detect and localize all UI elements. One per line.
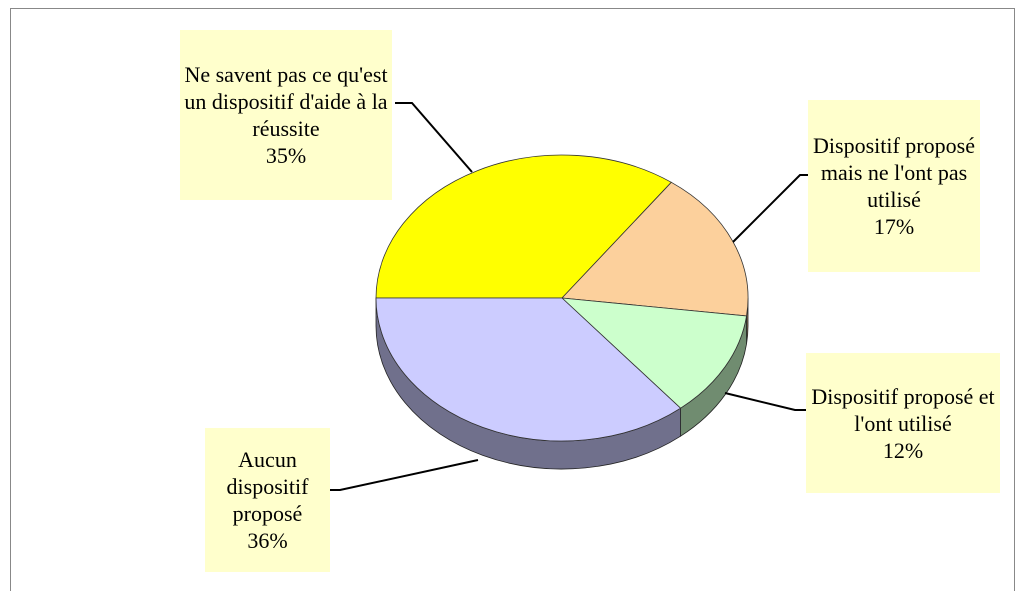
frame: [10, 8, 1015, 591]
leader-line: [330, 459, 479, 491]
pie-slice: [375, 297, 682, 442]
leader-line: [724, 392, 806, 411]
category-label: Ne savent pas ce qu'est un dispositif d'…: [184, 62, 388, 141]
value-label: 12%: [882, 437, 924, 463]
pie-slice: [560, 297, 747, 409]
label-box: Ne savent pas ce qu'est un dispositif d'…: [180, 30, 392, 200]
pie-slice: [375, 154, 672, 299]
category-label: Dispositif proposé mais ne l'ont pas uti…: [813, 133, 975, 212]
value-label: 17%: [873, 214, 915, 239]
category-label: Aucun dispositif proposé: [226, 447, 309, 526]
leader-line: [732, 174, 808, 243]
label-box: Aucun dispositif proposé 36%: [205, 428, 330, 572]
value-label: 36%: [247, 528, 288, 553]
leader-line: [395, 102, 473, 173]
label-box: Dispositif proposé mais ne l'ont pas uti…: [808, 100, 980, 272]
category-label: Dispositif proposé et l'ont utilisé: [811, 383, 995, 436]
label-box: Dispositif proposé et l'ont utilisé 12%: [806, 353, 1000, 493]
value-label: 35%: [265, 143, 307, 168]
